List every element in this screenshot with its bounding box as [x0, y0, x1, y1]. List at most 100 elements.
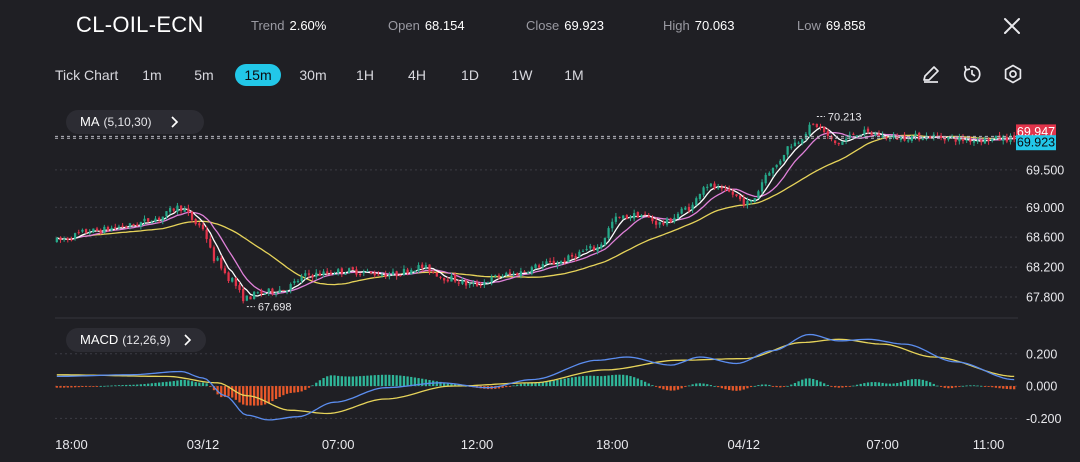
macd-histogram-bar — [695, 383, 698, 387]
candle — [92, 228, 95, 234]
macd-histogram-bar — [205, 383, 208, 387]
candle — [380, 271, 384, 278]
candle-body — [461, 280, 464, 284]
candle — [121, 222, 124, 228]
candle — [136, 222, 139, 227]
low-stat: Low 69.858 — [797, 18, 866, 33]
timeframe-15m[interactable]: 15m — [235, 64, 281, 86]
timeframe-5m[interactable]: 5m — [194, 67, 214, 83]
macd-histogram-bar — [1009, 386, 1012, 390]
low-label: Low — [797, 18, 821, 33]
candle-body — [899, 136, 903, 141]
macd-histogram-bar — [600, 376, 603, 387]
timeframe-1m-month[interactable]: 1M — [564, 67, 584, 83]
time-tick-label: 07:00 — [866, 437, 899, 452]
candle — [315, 269, 318, 280]
candle-body — [369, 271, 373, 273]
candle-body — [260, 291, 263, 294]
timeframe-1h[interactable]: 1H — [356, 67, 374, 83]
timeframe-4h[interactable]: 4H — [408, 67, 426, 83]
candle — [713, 181, 716, 190]
macd-histogram-bar — [450, 383, 453, 387]
time-tick-label: 07:00 — [322, 437, 355, 452]
timeframe-1m[interactable]: 1m — [142, 67, 162, 83]
pencil-icon[interactable] — [920, 63, 942, 85]
candle — [709, 183, 713, 188]
candle — [684, 206, 687, 211]
macd-histogram-bar — [267, 386, 270, 403]
macd-histogram-bar — [190, 381, 194, 387]
macd-histogram-bar — [516, 384, 519, 387]
candle — [658, 221, 661, 228]
candle — [881, 131, 884, 139]
close-icon[interactable] — [1000, 14, 1024, 38]
macd-histogram-bar — [841, 386, 844, 388]
candle-body — [406, 269, 409, 274]
macd-histogram-bar — [260, 386, 263, 406]
candle — [950, 134, 954, 139]
macd-histogram-bar — [804, 378, 808, 387]
macd-histogram-bar — [512, 385, 515, 387]
candle-body — [939, 135, 943, 138]
macd-histogram-bar — [833, 386, 837, 388]
macd-histogram-bar — [70, 386, 73, 388]
macd-indicator-pill[interactable]: MACD (12,26,9) — [66, 328, 206, 352]
timeframe-1d[interactable]: 1D — [461, 67, 479, 83]
timeframe-30m[interactable]: 30m — [299, 67, 327, 83]
macd-histogram-bar — [388, 374, 391, 387]
candle-body — [234, 277, 238, 286]
candle — [417, 262, 420, 273]
macd-histogram-bar — [987, 386, 990, 387]
candle-body — [337, 269, 340, 274]
candle-body — [274, 292, 278, 295]
candle — [691, 202, 694, 213]
ma-indicator-pill[interactable]: MA (5,10,30) — [66, 110, 204, 134]
macd-histogram-bar — [103, 385, 106, 387]
candle — [300, 273, 303, 284]
candle — [326, 268, 329, 276]
macd-histogram-bar — [340, 376, 343, 387]
macd-histogram-bar — [706, 384, 709, 387]
macd-histogram-bar — [534, 382, 537, 387]
clock-icon[interactable] — [961, 63, 983, 85]
candle — [117, 224, 121, 230]
macd-histogram-bar — [1002, 386, 1005, 389]
candle-body — [198, 223, 201, 226]
candle — [106, 225, 110, 232]
candle-body — [490, 276, 493, 283]
candle-body — [318, 273, 322, 276]
ma30-line — [56, 134, 1015, 286]
macd-histogram-bar — [161, 382, 164, 387]
macd-histogram-bar — [355, 376, 358, 387]
ma5-line — [56, 126, 1015, 297]
candle — [775, 164, 778, 169]
candle — [369, 271, 373, 275]
candle — [589, 243, 592, 251]
candle-body — [859, 134, 862, 136]
candle-body — [994, 135, 998, 139]
candle-body — [358, 273, 362, 275]
macd-histogram-bar — [114, 385, 117, 387]
chevron-right-icon — [171, 116, 179, 128]
candle — [530, 265, 533, 276]
macd-histogram-bar — [391, 374, 395, 387]
candle — [541, 261, 544, 271]
settings-icon[interactable] — [1002, 63, 1024, 85]
macd-histogram-bar — [395, 375, 398, 387]
candle — [1009, 133, 1012, 145]
macd-histogram-bar — [684, 386, 687, 387]
candle — [695, 196, 698, 206]
ma-lines — [56, 126, 1015, 297]
tick-chart-tab[interactable]: Tick Chart — [55, 67, 119, 83]
candle — [399, 274, 402, 277]
macd-histogram-bar — [724, 386, 727, 390]
candle — [413, 270, 417, 274]
candle-body — [844, 138, 848, 141]
candle — [779, 159, 782, 166]
candle — [819, 123, 822, 131]
macd-histogram-bar — [768, 384, 771, 387]
candle-body — [567, 255, 570, 263]
timeframe-1w[interactable]: 1W — [511, 67, 533, 83]
